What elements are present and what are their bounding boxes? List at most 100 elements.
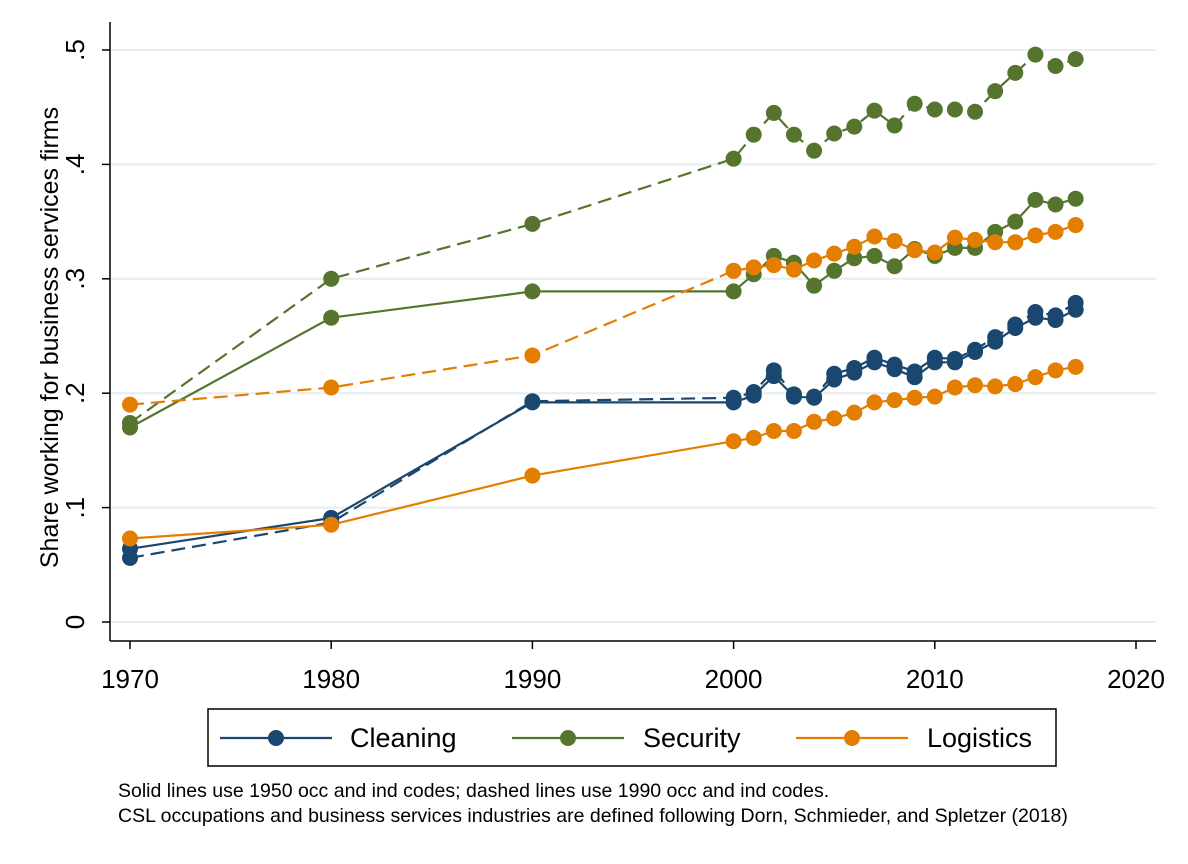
point-cleaning-dashed [1007, 316, 1024, 333]
point-security-solid [1007, 213, 1024, 230]
point-logistics-dashed [886, 233, 903, 250]
point-cleaning-dashed [1027, 303, 1044, 320]
series-line-security-dashed [129, 53, 1076, 424]
point-security-dashed [1027, 46, 1044, 63]
note-line-2: CSL occupations and business services in… [118, 805, 1068, 827]
point-logistics-dashed [926, 244, 943, 261]
point-security-dashed [826, 125, 843, 142]
point-logistics-dashed [745, 259, 762, 276]
point-security-solid [846, 250, 863, 267]
point-cleaning-dashed [866, 349, 883, 366]
point-logistics-dashed [946, 229, 963, 246]
point-logistics-solid [323, 516, 340, 533]
point-logistics-dashed [987, 234, 1004, 251]
point-cleaning-dashed [946, 350, 963, 367]
point-logistics-dashed [866, 228, 883, 245]
point-security-dashed [926, 101, 943, 118]
point-security-dashed [906, 95, 923, 112]
point-cleaning-dashed [826, 365, 843, 382]
point-logistics-dashed [122, 396, 138, 413]
point-logistics-dashed [1027, 227, 1044, 244]
point-logistics-solid [122, 530, 138, 547]
point-logistics-dashed [524, 347, 541, 364]
point-security-solid [1067, 190, 1084, 207]
series-line-cleaning-solid [129, 308, 1077, 550]
point-security-dashed [122, 414, 138, 431]
point-security-dashed [1007, 64, 1024, 81]
y-tick-label: .3 [60, 268, 90, 290]
point-logistics-solid [1027, 369, 1044, 386]
point-security-dashed [987, 83, 1004, 100]
x-tick-label: 1970 [101, 664, 159, 694]
point-logistics-solid [1047, 362, 1064, 379]
point-security-solid [866, 247, 883, 264]
point-security-solid [323, 309, 340, 326]
x-tick-label: 2010 [906, 664, 964, 694]
point-logistics-solid [866, 394, 883, 411]
point-logistics-dashed [1047, 223, 1064, 240]
point-logistics-dashed [725, 262, 742, 279]
legend: Cleaning Security Logistics [207, 708, 1057, 767]
point-security-dashed [967, 103, 984, 120]
legend-label-cleaning: Cleaning [350, 723, 457, 753]
point-logistics-dashed [323, 379, 340, 396]
point-security-dashed [524, 215, 541, 232]
legend-marker-security [560, 730, 576, 746]
point-logistics-solid [524, 467, 541, 484]
chart: 0 .1 .2 .3 .4 .5 1970 1980 1990 2000 2010 2020 Share… [36, 22, 1165, 767]
point-logistics-solid [886, 392, 903, 409]
point-cleaning-dashed [906, 363, 923, 380]
point-cleaning-dashed [886, 356, 903, 373]
legend-label-logistics: Logistics [927, 723, 1032, 753]
point-logistics-solid [1007, 376, 1024, 393]
point-security-dashed [886, 117, 903, 134]
series-layer [122, 46, 1084, 566]
x-tick-label: 2000 [705, 664, 763, 694]
point-cleaning-dashed [806, 388, 823, 405]
point-security-dashed [1047, 58, 1064, 75]
legend-label-security: Security [643, 723, 741, 753]
point-logistics-dashed [967, 231, 984, 248]
y-tick-label: .5 [60, 39, 90, 61]
point-logistics-dashed [765, 257, 782, 274]
point-cleaning-dashed [987, 329, 1004, 346]
point-logistics-dashed [906, 242, 923, 259]
point-logistics-solid [906, 389, 923, 406]
point-security-solid [826, 262, 843, 279]
point-logistics-solid [806, 413, 823, 430]
y-tick-label: 0 [60, 615, 90, 629]
point-security-dashed [866, 102, 883, 119]
point-logistics-solid [967, 377, 984, 394]
point-cleaning-dashed [765, 362, 782, 379]
y-tick-label: .4 [60, 154, 90, 176]
point-logistics-dashed [806, 252, 823, 269]
y-axis-title: Share working for business services firm… [36, 107, 64, 568]
point-logistics-solid [946, 379, 963, 396]
point-logistics-solid [1067, 358, 1084, 375]
legend-marker-cleaning [268, 730, 284, 746]
point-security-dashed [323, 270, 340, 287]
gridlines [110, 49, 1156, 623]
point-logistics-solid [765, 422, 782, 439]
point-cleaning-dashed [1067, 294, 1084, 311]
point-cleaning-dashed [1047, 307, 1064, 324]
point-cleaning-dashed [524, 393, 541, 410]
point-logistics-dashed [785, 261, 802, 278]
y-tick-label: .1 [60, 497, 90, 519]
point-security-dashed [745, 126, 762, 143]
point-cleaning-dashed [745, 384, 762, 401]
legend-marker-logistics [844, 730, 860, 746]
point-security-solid [1027, 191, 1044, 208]
point-security-dashed [846, 118, 863, 135]
point-logistics-dashed [1007, 234, 1024, 251]
x-tick-label: 1980 [302, 664, 360, 694]
legend-box [207, 708, 1057, 767]
point-logistics-solid [987, 378, 1004, 395]
point-security-solid [886, 258, 903, 275]
point-cleaning-dashed [725, 389, 742, 406]
x-tick-label: 1990 [503, 664, 561, 694]
point-logistics-solid [826, 410, 843, 427]
point-cleaning-dashed [926, 349, 943, 366]
point-logistics-solid [926, 388, 943, 405]
point-cleaning-dashed [967, 341, 984, 358]
